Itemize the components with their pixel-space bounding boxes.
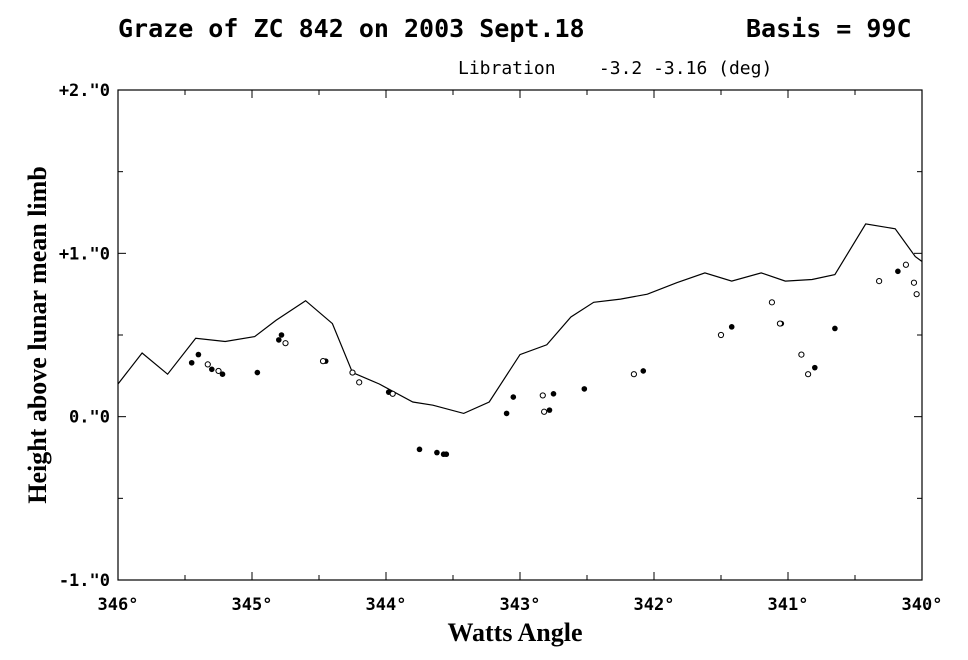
x-tick-label: 342° [634, 595, 675, 615]
reappearance-point [910, 279, 918, 286]
x-axis-title: Watts Angle [447, 618, 582, 647]
disappearance-point [640, 368, 647, 374]
disappearance-point [195, 351, 202, 358]
y-tick-label: +2."0 [59, 81, 110, 101]
reappearance-point [902, 261, 910, 268]
chart-title: Graze of ZC 842 on 2003 Sept.18 [118, 14, 585, 43]
disappearance-point [546, 407, 553, 413]
reappearance-point [319, 358, 327, 365]
libration-readout: Libration -3.2 -3.16 (deg) [458, 58, 772, 79]
disappearance-point [581, 386, 588, 392]
disappearance-point [503, 410, 510, 417]
disappearance-point [254, 369, 261, 376]
reappearance-point [541, 408, 548, 415]
reappearance-point [717, 331, 725, 339]
x-tick-label: 340° [902, 595, 943, 615]
disappearance-point [209, 366, 215, 373]
disappearance-point [728, 324, 735, 330]
disappearance-point [276, 337, 282, 343]
disappearance-point [188, 359, 195, 366]
y-tick-label: -1."0 [59, 571, 110, 591]
reappearance-point [215, 367, 222, 375]
libration-values: -3.2 -3.16 (deg) [598, 58, 773, 79]
reappearance-point [876, 278, 883, 285]
disappearance-point [219, 371, 226, 378]
x-tick-label: 343° [500, 595, 541, 615]
reappearance-point [356, 379, 363, 386]
disappearance-point [510, 394, 517, 400]
observation-points-layer [188, 261, 920, 458]
disappearance-point [895, 268, 901, 275]
reappearance-point [349, 369, 356, 376]
reappearance-point [204, 361, 211, 368]
reappearance-point [282, 340, 289, 347]
reappearance-point [539, 392, 546, 399]
disappearance-point [550, 391, 557, 397]
limb-profile-line [117, 223, 923, 415]
y-axis-title: Height above lunar mean limb [23, 166, 52, 504]
disappearance-point [278, 332, 285, 338]
x-tick-label: 346° [98, 595, 139, 615]
y-tick-label: +1."0 [59, 244, 110, 264]
reappearance-point [389, 390, 396, 397]
axes-layer: 346° 345° 344° 343° 342° 341° 340° +2."0 +1."0 0.… [59, 81, 943, 615]
reappearance-point [768, 299, 776, 306]
x-tick-label: 345° [232, 595, 273, 615]
disappearance-point [434, 449, 440, 456]
reappearance-point [805, 371, 812, 378]
profile-line-layer [117, 223, 923, 415]
disappearance-point [812, 364, 818, 371]
plot-frame [117, 89, 923, 581]
disappearance-point [443, 451, 450, 458]
x-tick-label: 341° [768, 595, 809, 615]
basis-label: Basis = 99C [746, 14, 912, 43]
reappearance-point [630, 371, 638, 378]
reappearance-point [776, 320, 784, 327]
libration-label: Libration [458, 58, 556, 79]
disappearance-point [832, 325, 838, 332]
reappearance-point [798, 351, 805, 358]
reappearance-point [913, 291, 920, 298]
y-tick-label: 0."0 [69, 408, 110, 428]
x-tick-label: 344° [366, 595, 407, 615]
disappearance-point [416, 446, 423, 453]
